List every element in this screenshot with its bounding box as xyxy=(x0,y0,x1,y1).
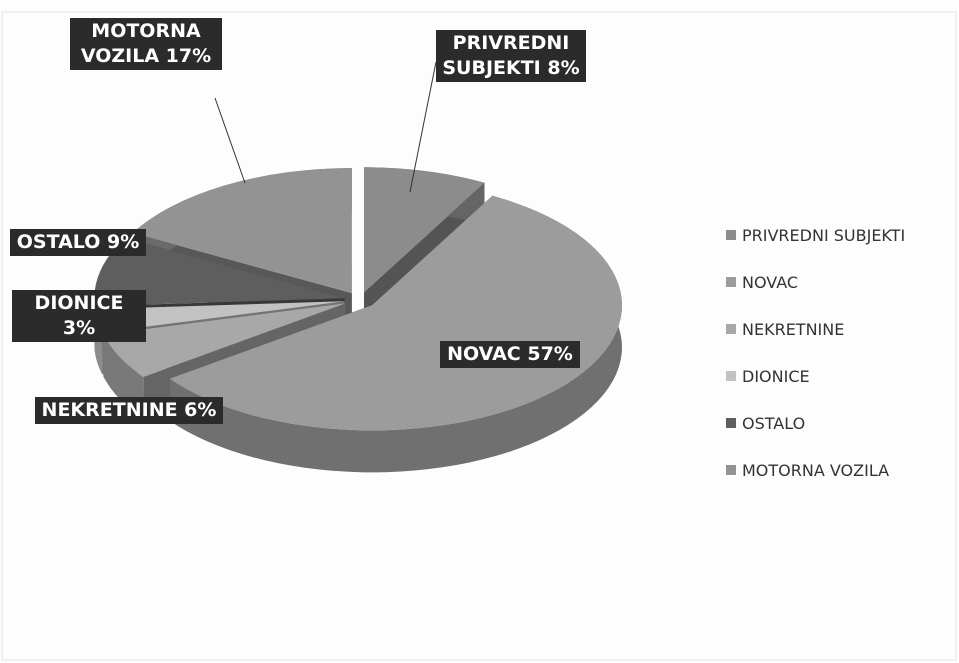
frame xyxy=(1,11,957,661)
legend-swatch xyxy=(726,418,736,428)
legend-label: MOTORNA VOZILA xyxy=(742,461,890,480)
legend-label: OSTALO xyxy=(742,414,806,433)
legend-label: PRIVREDNI SUBJEKTI xyxy=(742,226,906,245)
leader-line xyxy=(409,61,437,193)
slice xyxy=(94,238,345,307)
slice-tops xyxy=(94,167,622,431)
slice xyxy=(169,195,622,431)
legend-label: NOVAC xyxy=(742,273,799,292)
legend-swatch xyxy=(726,230,736,240)
slice xyxy=(132,168,352,294)
data-label: DIONICE 3% xyxy=(12,290,146,342)
legend-entry: PRIVREDNI SUBJEKTI xyxy=(726,226,905,245)
data-label: OSTALO 9% xyxy=(10,229,146,256)
legend-label: NEKRETNINE xyxy=(742,320,845,339)
legend-entry: MOTORNA VOZILA xyxy=(726,461,889,480)
data-label: MOTORNA VOZILA 17% xyxy=(70,18,222,70)
slice xyxy=(94,301,345,333)
legend-entry: DIONICE xyxy=(726,367,810,386)
legend-swatch xyxy=(726,371,736,381)
data-label: NOVAC 57% xyxy=(440,341,580,368)
slice xyxy=(103,303,346,377)
legend-entry: NEKRETNINE xyxy=(726,320,844,339)
data-label: NEKRETNINE 6% xyxy=(35,397,223,424)
leader-line xyxy=(214,97,246,184)
legend-swatch xyxy=(726,324,736,334)
legend-swatch xyxy=(726,465,736,475)
data-label: PRIVREDNI SUBJEKTI 8% xyxy=(436,30,586,82)
legend-entry: NOVAC xyxy=(726,273,798,292)
legend-entry: OSTALO xyxy=(726,414,805,433)
legend-label: DIONICE xyxy=(742,367,810,386)
slice xyxy=(364,167,485,293)
legend-swatch xyxy=(726,277,736,287)
